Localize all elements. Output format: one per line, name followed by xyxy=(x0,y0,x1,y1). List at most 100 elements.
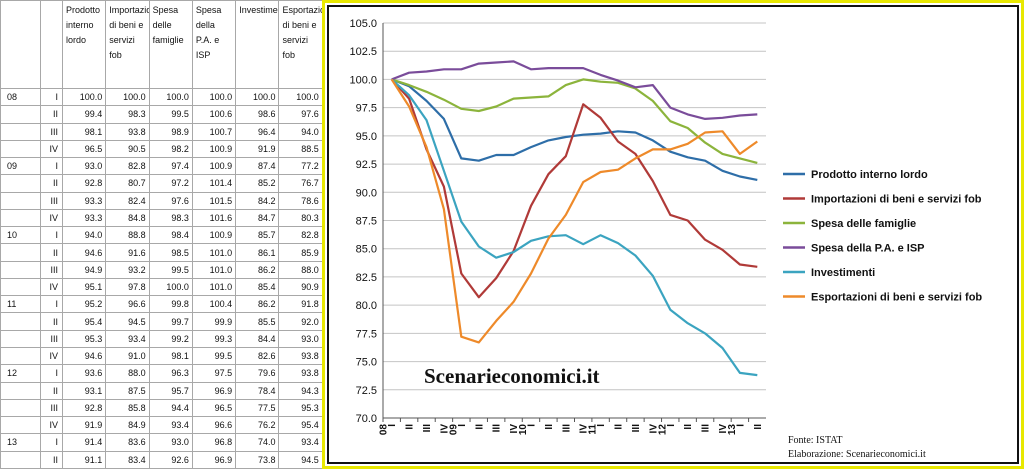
x-tick-quarter: I xyxy=(457,424,468,427)
value-cell: 82.8 xyxy=(105,157,150,176)
value-cell: 99.8 xyxy=(148,295,193,314)
x-tick-quarter: I xyxy=(666,424,677,427)
value-cell: 93.4 xyxy=(148,416,193,435)
x-tick-quarter: III xyxy=(701,424,712,433)
year-cell xyxy=(0,329,41,348)
value-cell: 92.6 xyxy=(148,450,193,469)
value-cell: 97.5 xyxy=(191,364,237,383)
value-cell: 93.8 xyxy=(278,346,323,366)
year-cell: 08 xyxy=(0,87,41,107)
table-row: 08 I 100.0 100.0 100.0 100.0 100.0 100.0 xyxy=(0,87,323,107)
table-row: II 93.1 87.5 95.7 96.9 78.4 94.3 xyxy=(0,381,323,400)
value-cell: 91.9 xyxy=(235,139,280,159)
value-cell: 88.0 xyxy=(105,364,150,383)
value-cell: 93.4 xyxy=(278,433,323,452)
value-cell: 93.8 xyxy=(105,122,150,141)
value-cell: 98.1 xyxy=(61,122,107,141)
value-cell: 95.1 xyxy=(61,277,107,297)
table-row: III 94.9 93.2 99.5 101.0 86.2 88.0 xyxy=(0,260,323,279)
y-tick-label: 72.5 xyxy=(356,385,377,397)
value-cell: 98.1 xyxy=(148,346,193,366)
x-tick-quarter: IV xyxy=(718,424,729,434)
chart-frame: 70.0 72.5 75.0 77.5 80.0 82.5 85.0 87.5 90.0 92.5… xyxy=(322,0,1024,469)
value-cell: 101.5 xyxy=(191,191,237,210)
value-cell: 84.8 xyxy=(105,208,150,228)
value-cell: 96.6 xyxy=(191,416,237,435)
y-tick-label: 105.0 xyxy=(349,18,377,30)
value-cell: 91.4 xyxy=(61,433,107,452)
value-cell: 94.5 xyxy=(105,312,150,331)
x-tick-quarter: IV xyxy=(579,424,590,434)
legend-label: Spesa della P.A. e ISP xyxy=(811,243,925,255)
quarter-cell: II xyxy=(40,381,63,400)
value-cell: 101.4 xyxy=(191,174,237,193)
value-cell: 85.5 xyxy=(235,312,280,331)
value-cell: 86.2 xyxy=(235,295,280,314)
x-tick-quarter: II xyxy=(753,424,764,430)
year-cell: 10 xyxy=(0,226,41,245)
table-row: 09 I 93.0 82.8 97.4 100.9 87.4 77.2 xyxy=(0,157,323,176)
value-cell: 95.4 xyxy=(61,312,107,331)
value-cell: 88.8 xyxy=(105,226,150,245)
year-cell xyxy=(0,260,41,279)
table-row: 12 I 93.6 88.0 96.3 97.5 79.6 93.8 xyxy=(0,364,323,383)
value-cell: 98.9 xyxy=(148,122,193,141)
legend-label: Investimenti xyxy=(811,267,875,279)
value-cell: 78.4 xyxy=(235,381,280,400)
value-cell: 100.0 xyxy=(148,87,193,107)
value-cell: 94.0 xyxy=(61,226,107,245)
value-cell: 96.4 xyxy=(235,122,280,141)
quarter-cell: II xyxy=(40,450,63,469)
value-cell: 87.5 xyxy=(105,381,150,400)
quarter-cell: IV xyxy=(40,346,63,366)
value-cell: 94.6 xyxy=(61,243,107,262)
x-tick-year: 10 xyxy=(518,424,529,436)
value-cell: 74.0 xyxy=(235,433,280,452)
value-cell: 91.6 xyxy=(105,243,150,262)
year-cell xyxy=(0,243,41,262)
watermark-text: Scenarieconomici.it xyxy=(424,364,600,388)
table-row: III 93.3 82.4 97.6 101.5 84.2 78.6 xyxy=(0,191,323,210)
y-tick-label: 97.5 xyxy=(356,103,377,115)
value-cell: 94.3 xyxy=(278,381,323,400)
value-cell: 98.3 xyxy=(105,105,150,124)
value-cell: 94.5 xyxy=(278,450,323,469)
value-cell: 93.0 xyxy=(148,433,193,452)
x-tick-quarter: II xyxy=(405,424,416,430)
y-tick-label: 70.0 xyxy=(356,413,377,425)
table-row: IV 91.9 84.9 93.4 96.6 76.2 95.4 xyxy=(0,416,323,435)
value-cell: 92.0 xyxy=(278,312,323,331)
value-cell: 100.9 xyxy=(191,157,237,176)
x-tick-year: 13 xyxy=(727,424,738,436)
value-cell: 78.6 xyxy=(278,191,323,210)
quarter-cell: I xyxy=(40,364,63,383)
quarter-cell: I xyxy=(40,433,63,452)
value-cell: 100.0 xyxy=(148,277,193,297)
value-cell: 92.8 xyxy=(61,398,107,418)
table-row: 13 I 91.4 83.6 93.0 96.8 74.0 93.4 xyxy=(0,433,323,452)
value-cell: 93.6 xyxy=(61,364,107,383)
year-cell xyxy=(0,122,41,141)
table-row: 11 I 95.2 96.6 99.8 100.4 86.2 91.8 xyxy=(0,295,323,314)
value-cell: 94.4 xyxy=(148,398,193,418)
x-tick-quarter: I xyxy=(387,424,398,427)
series-line xyxy=(390,78,758,299)
value-cell: 88.0 xyxy=(278,260,323,279)
table-row: II 92.8 80.7 97.2 101.4 85.2 76.7 xyxy=(0,174,323,193)
value-cell: 87.4 xyxy=(235,157,280,176)
x-tick-year: 12 xyxy=(657,424,668,436)
x-tick-quarter: IV xyxy=(648,424,659,434)
value-cell: 101.0 xyxy=(191,243,237,262)
value-cell: 93.3 xyxy=(61,191,107,210)
value-cell: 85.9 xyxy=(278,243,323,262)
value-cell: 86.1 xyxy=(235,243,280,262)
table-row: IV 94.6 91.0 98.1 99.5 82.6 93.8 xyxy=(0,346,323,366)
value-cell: 97.6 xyxy=(148,191,193,210)
value-cell: 99.5 xyxy=(148,260,193,279)
value-cell: 96.8 xyxy=(191,433,237,452)
quarter-cell: IV xyxy=(40,208,63,228)
quarter-cell: I xyxy=(40,87,63,107)
table-row: 10 I 94.0 88.8 98.4 100.9 85.7 82.8 xyxy=(0,226,323,245)
axes: 70.0 72.5 75.0 77.5 80.0 82.5 85.0 87.5 90.0 92.5… xyxy=(349,18,766,435)
quarter-cell: III xyxy=(40,191,63,210)
